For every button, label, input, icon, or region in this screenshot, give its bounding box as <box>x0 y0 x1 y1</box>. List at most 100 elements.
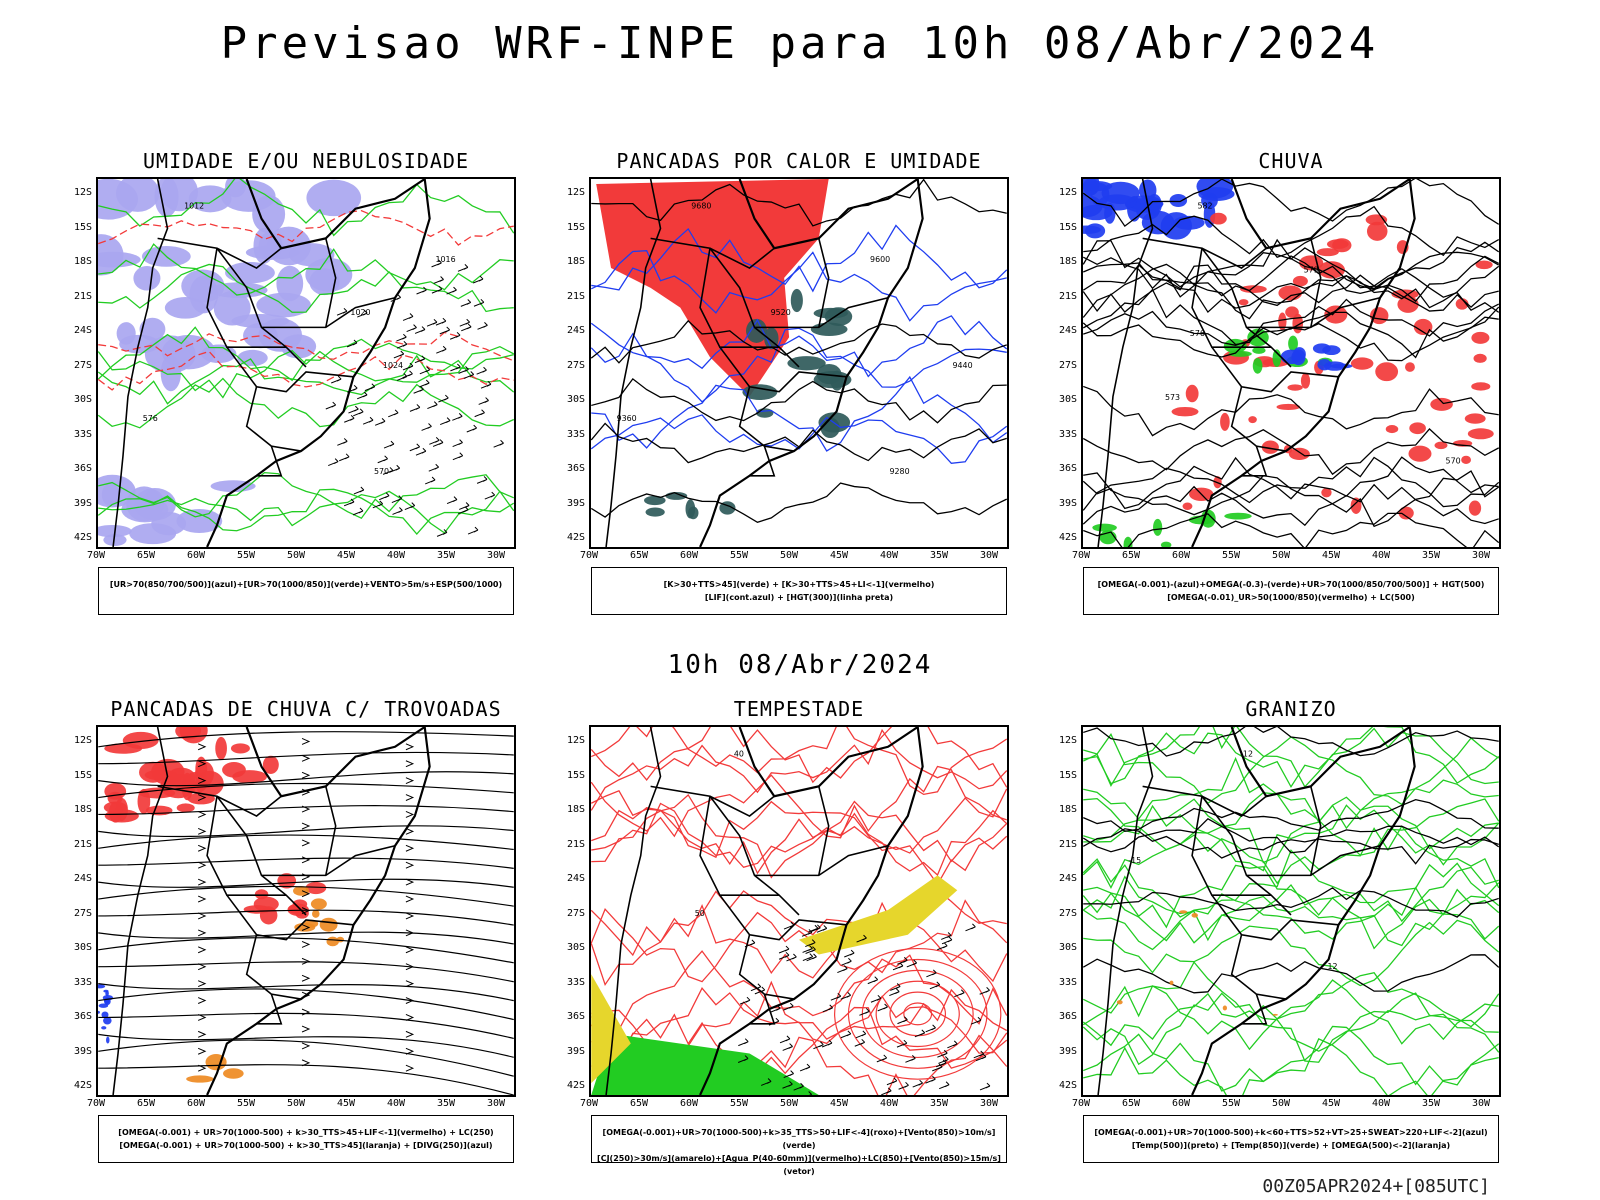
longitude-tick-label: 30W <box>486 1098 506 1109</box>
latitude-tick-label: 12S <box>1058 187 1077 198</box>
streamline-arrow <box>405 760 415 768</box>
rain-area <box>1473 353 1487 363</box>
legend-line: [LIF](cont.azul) + [HGT(300)](linha pret… <box>704 593 894 602</box>
rain-area <box>1461 455 1472 464</box>
humidity-area <box>98 234 124 276</box>
wind-vector <box>452 413 463 421</box>
thunderstorm-area <box>104 743 143 754</box>
rain-area <box>1366 221 1388 241</box>
ur-contour <box>98 326 514 382</box>
streamline-arrow <box>405 1030 415 1038</box>
ur-contour <box>98 263 514 313</box>
latitude-tick-label: 18S <box>73 256 92 267</box>
state-border <box>605 179 662 547</box>
wind-vector <box>830 992 842 1001</box>
wind-vector <box>429 437 440 445</box>
longitude-tick-label: 30W <box>486 550 506 561</box>
omega-area <box>1169 194 1188 207</box>
wind-vector <box>409 404 421 412</box>
rain-area <box>1430 397 1453 411</box>
streamline-arrow <box>301 771 311 779</box>
hgt300-contour <box>591 179 1007 227</box>
hgt300-contour <box>591 378 1007 424</box>
state-border <box>325 238 337 328</box>
state-border <box>1230 934 1287 1000</box>
latitude-tick-label: 15S <box>566 221 585 233</box>
heat-humidity-area <box>830 370 844 391</box>
longitude-tick-label: 60W <box>186 1098 206 1109</box>
water-vapor-contour <box>591 986 1007 1065</box>
wind-vector <box>428 463 440 472</box>
longitude-tick-label: 40W <box>1371 550 1391 561</box>
latitude-tick-label: 39S <box>1058 1045 1077 1057</box>
state-border <box>216 247 282 269</box>
contour-label: 9600 <box>870 255 890 264</box>
heat-humidity-area <box>756 408 774 418</box>
rain-area <box>1397 296 1419 313</box>
state-border <box>245 934 302 1000</box>
state-border <box>749 993 776 1025</box>
wind-vector <box>886 1077 898 1086</box>
humidity-area <box>213 290 251 326</box>
latitude-tick-label: 39S <box>73 497 92 509</box>
streamline-arrow <box>405 980 415 988</box>
map-panel: 9680 9600 9520 9440 9360 9280 <box>589 177 1009 549</box>
latitude-tick-label: 24S <box>566 873 585 884</box>
streamline <box>98 857 514 869</box>
divergence-area <box>105 990 109 997</box>
longitude-tick-label: 70W <box>86 1098 106 1109</box>
wind-vector <box>474 409 485 418</box>
longitude-tick-label: 40W <box>386 1098 406 1109</box>
latitude-tick-label: 21S <box>1058 290 1077 302</box>
latitude-tick-label: 39S <box>566 497 585 509</box>
lif-contour <box>591 327 1007 403</box>
wind-vector <box>802 953 814 961</box>
thunderstorm-area <box>194 770 224 797</box>
streamline-arrow <box>301 941 311 948</box>
omega-strong-area <box>1252 358 1263 374</box>
streamline-arrow <box>301 1042 311 1050</box>
wind-vector <box>783 1070 794 1079</box>
state-border <box>719 346 847 393</box>
wind-vector <box>793 1082 804 1091</box>
temp850-contour <box>1083 919 1499 987</box>
shower-area <box>326 936 339 947</box>
longitude-tick-label: 55W <box>729 1098 749 1109</box>
rain-area <box>1455 298 1469 310</box>
latitude-tick-label: 30S <box>566 394 585 405</box>
wind-vector <box>331 375 342 384</box>
omega-strong-area <box>1092 523 1117 532</box>
longitude-tick-label: 70W <box>86 550 106 561</box>
wind-vector <box>391 495 403 503</box>
latitude-tick-label: 36S <box>73 463 92 474</box>
legend-line: [K>30+TTS>45](verde) + [K>30+TTS>45+LI<-… <box>663 580 935 589</box>
wind-vector <box>926 969 937 978</box>
wind-vector <box>939 1081 950 1090</box>
wind-vector <box>346 339 358 348</box>
wind-vector <box>738 1038 749 1047</box>
wind-vector <box>896 1039 908 1048</box>
streamline-arrow <box>197 777 207 785</box>
hgt500-contour <box>1083 483 1499 527</box>
wind-vector <box>435 317 447 326</box>
low-pressure-contour <box>903 1002 933 1026</box>
longitude-tick-label: 40W <box>1371 1098 1391 1109</box>
longitude-tick-label: 45W <box>336 1098 356 1109</box>
temp850-contour <box>1083 875 1499 947</box>
omega-strong-area <box>1224 512 1252 520</box>
streamline <box>98 909 514 926</box>
panel-title: TEMPESTADE <box>733 697 865 721</box>
rain-area <box>1324 305 1348 324</box>
wind-vector <box>778 945 790 954</box>
contour-label: 582 <box>1197 202 1212 211</box>
rain-area <box>1321 487 1332 498</box>
omega500-area <box>1272 1013 1278 1016</box>
streamline-arrow <box>301 924 311 931</box>
longitude-tick-label: 35W <box>436 550 456 561</box>
lif-contour <box>591 224 1007 293</box>
streamline <box>98 983 514 1002</box>
longitude-tick-label: 60W <box>186 550 206 561</box>
wind-vector <box>877 1003 888 1012</box>
thunderstorm-area <box>254 889 269 900</box>
longitude-tick-label: 55W <box>1221 550 1241 561</box>
